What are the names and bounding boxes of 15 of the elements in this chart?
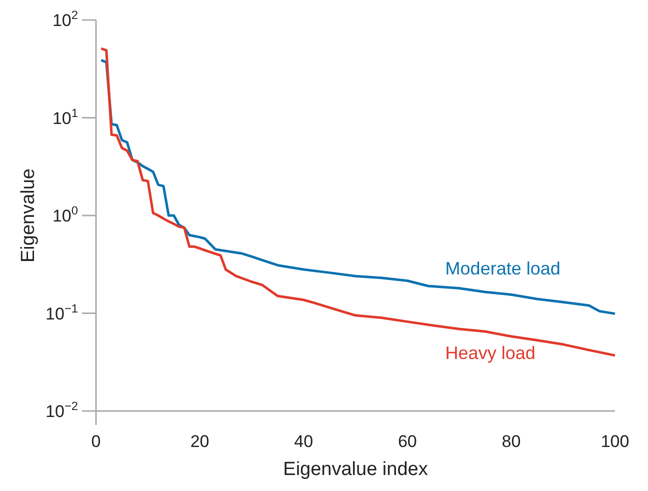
y-tick-label: 10$^{−1}$ [46, 301, 78, 324]
x-tick-label: 40 [294, 432, 314, 451]
series-label: Heavy load [445, 343, 536, 364]
x-axis-title: Eigenvalue index [283, 459, 428, 480]
x-tick-label: 100 [600, 432, 630, 451]
y-axis-title: Eigenvalue [18, 168, 39, 263]
y-tick-label: 10$^{−2}$ [46, 399, 78, 421]
x-tick-label: 0 [91, 432, 101, 451]
y-tick-label: 10$^{1}$ [52, 106, 78, 128]
y-tick-label: 10$^{2}$ [52, 8, 78, 30]
series-label: Moderate load [445, 258, 560, 278]
x-tick-label: 60 [398, 432, 417, 451]
y-tick-label: 10$^{0}$ [52, 204, 78, 226]
x-tick-label: 20 [190, 432, 210, 451]
x-tick-label: 80 [502, 432, 521, 451]
